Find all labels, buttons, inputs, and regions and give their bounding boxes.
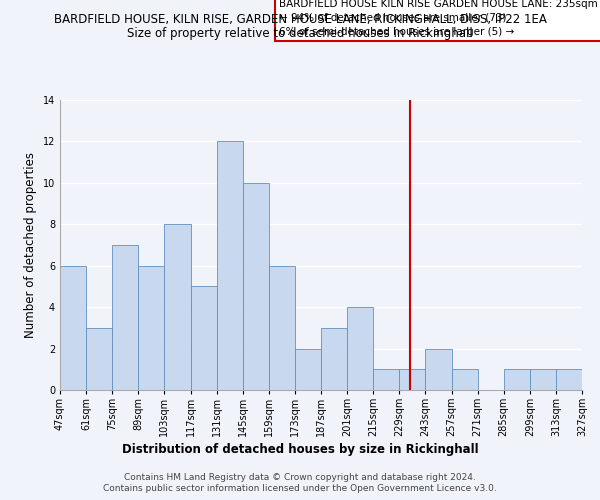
Bar bbox=[269, 266, 295, 390]
Bar bbox=[452, 370, 478, 390]
Bar bbox=[164, 224, 191, 390]
Bar bbox=[321, 328, 347, 390]
Y-axis label: Number of detached properties: Number of detached properties bbox=[24, 152, 37, 338]
Bar bbox=[347, 307, 373, 390]
Text: BARDFIELD HOUSE, KILN RISE, GARDEN HOUSE LANE, RICKINGHALL, DISS, IP22 1EA: BARDFIELD HOUSE, KILN RISE, GARDEN HOUSE… bbox=[53, 12, 547, 26]
Text: Contains HM Land Registry data © Crown copyright and database right 2024.: Contains HM Land Registry data © Crown c… bbox=[124, 472, 476, 482]
Text: Distribution of detached houses by size in Rickinghall: Distribution of detached houses by size … bbox=[122, 442, 478, 456]
Bar bbox=[425, 348, 452, 390]
Bar bbox=[60, 266, 86, 390]
Bar bbox=[191, 286, 217, 390]
Bar bbox=[295, 348, 321, 390]
Text: Contains public sector information licensed under the Open Government Licence v3: Contains public sector information licen… bbox=[103, 484, 497, 493]
Bar bbox=[139, 266, 164, 390]
Bar bbox=[373, 370, 400, 390]
Bar bbox=[556, 370, 582, 390]
Bar bbox=[86, 328, 112, 390]
Text: Size of property relative to detached houses in Rickinghall: Size of property relative to detached ho… bbox=[127, 28, 473, 40]
Bar bbox=[242, 183, 269, 390]
Bar bbox=[504, 370, 530, 390]
Text: BARDFIELD HOUSE KILN RISE GARDEN HOUSE LANE: 235sqm
← 94% of detached houses are: BARDFIELD HOUSE KILN RISE GARDEN HOUSE L… bbox=[279, 0, 598, 36]
Bar bbox=[217, 142, 243, 390]
Bar bbox=[530, 370, 556, 390]
Bar bbox=[112, 245, 139, 390]
Bar bbox=[400, 370, 425, 390]
